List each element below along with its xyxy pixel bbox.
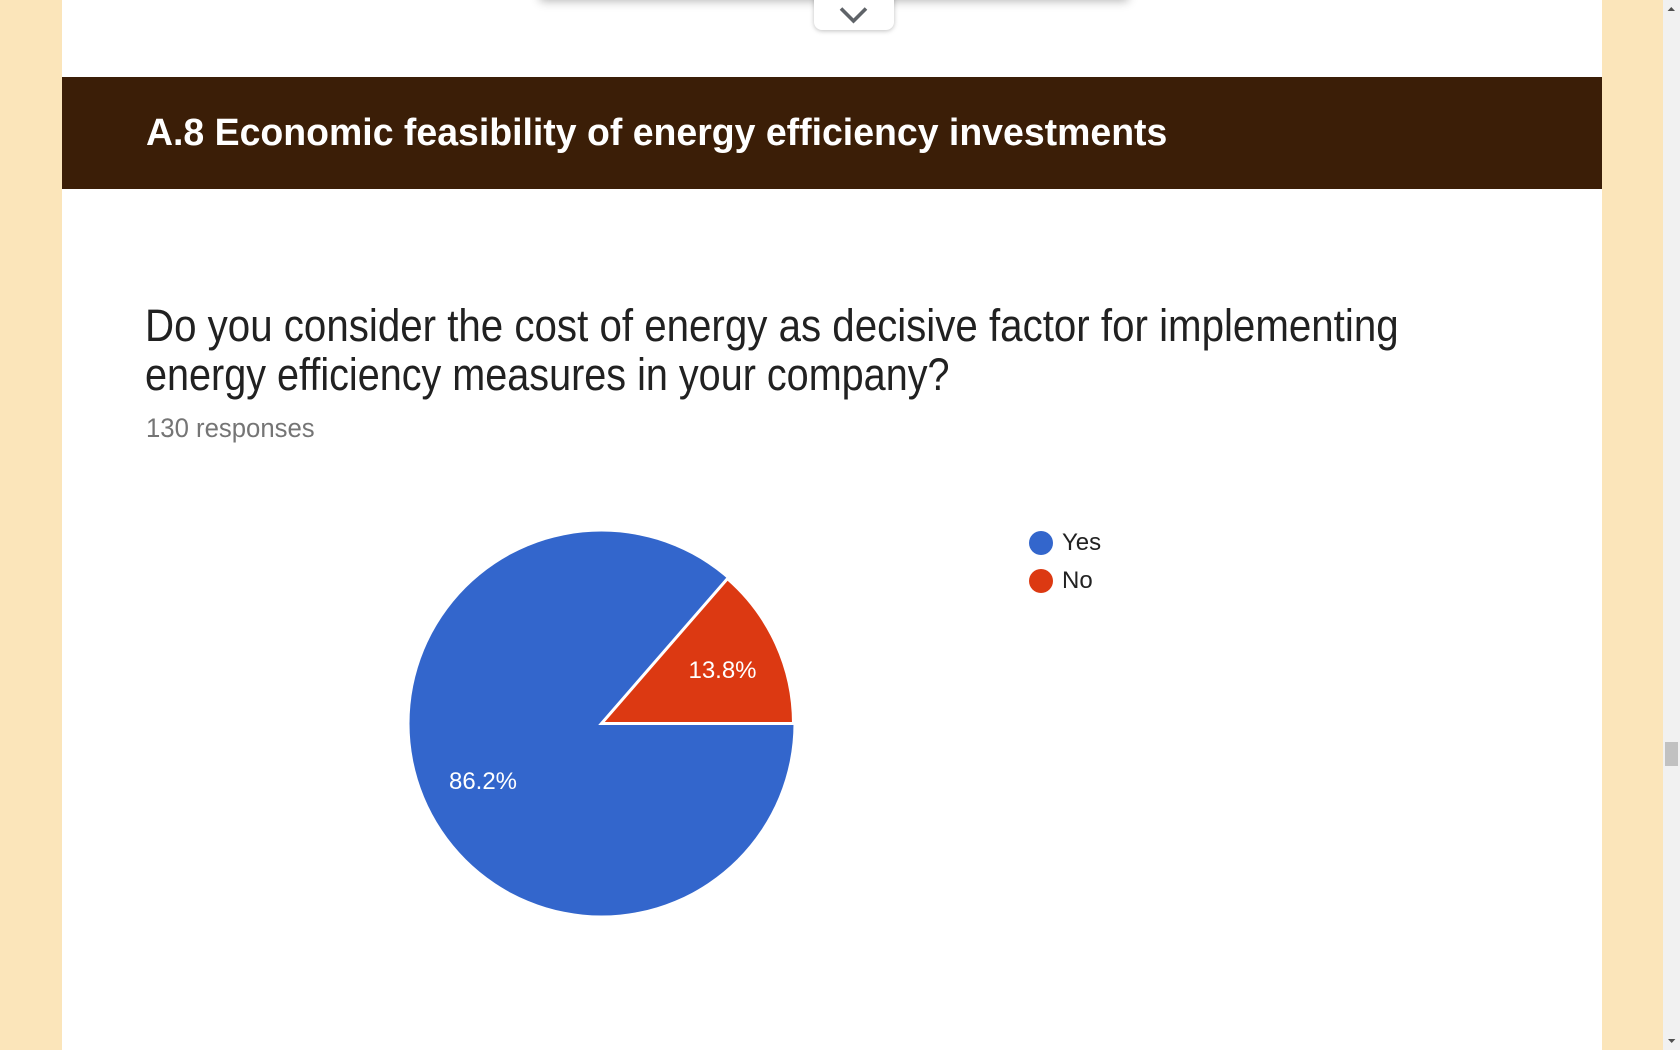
svg-text:13.8%: 13.8% [688, 657, 756, 684]
svg-text:86.2%: 86.2% [449, 768, 517, 795]
